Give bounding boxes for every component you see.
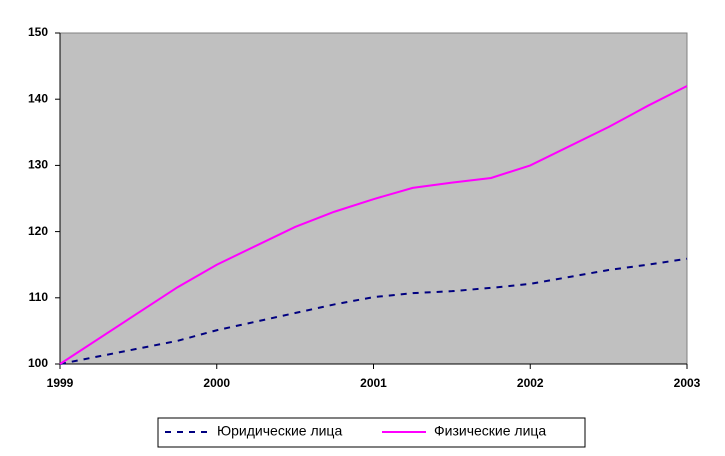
series-line (59, 85, 688, 365)
x-tick-label: 2000 (203, 376, 230, 390)
legend-label: Физические лица (434, 423, 546, 439)
x-tick-label: 2001 (360, 376, 387, 390)
x-tick-label: 2002 (517, 376, 544, 390)
y-tick-label: 140 (28, 91, 48, 105)
y-tick-label: 150 (28, 25, 48, 39)
y-tick-label: 120 (28, 224, 48, 238)
legend-label: Юридические лица (217, 423, 342, 439)
x-tick-label: 1999 (47, 376, 74, 390)
y-tick-label: 110 (29, 290, 49, 304)
y-tick-label: 100 (28, 356, 48, 370)
y-tick-label: 130 (28, 158, 48, 172)
x-tick-label: 2003 (674, 376, 701, 390)
series-line (59, 257, 688, 365)
legend-box (157, 417, 586, 448)
